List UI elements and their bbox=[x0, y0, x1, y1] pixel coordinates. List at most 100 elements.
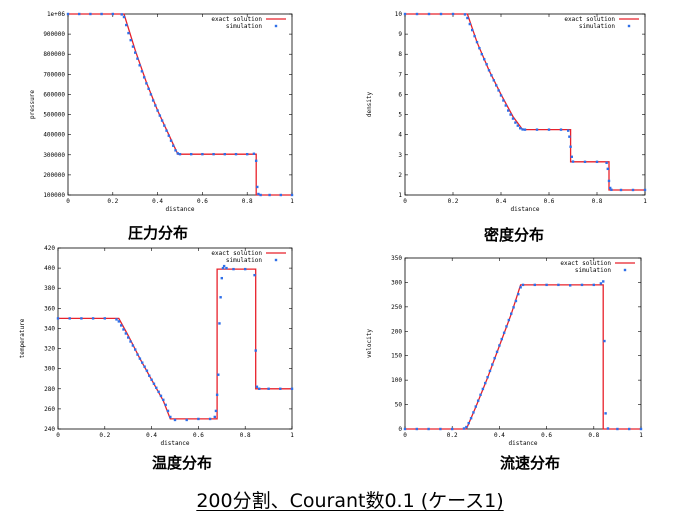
simulation-point bbox=[535, 128, 539, 131]
simulation-point bbox=[56, 317, 60, 320]
simulation-point bbox=[163, 124, 166, 127]
x-tick-label: 0.8 bbox=[240, 432, 251, 439]
simulation-point bbox=[279, 193, 282, 197]
simulation-point bbox=[254, 349, 257, 352]
y-tick-label: 2 bbox=[398, 172, 402, 179]
simulation-point bbox=[138, 64, 141, 67]
simulation-point bbox=[474, 405, 477, 408]
simulation-point bbox=[156, 109, 159, 112]
exact-solution-line bbox=[405, 13, 645, 191]
simulation-point bbox=[212, 152, 215, 156]
simulation-point bbox=[214, 409, 218, 413]
simulation-point bbox=[152, 382, 156, 385]
exact-solution-line bbox=[68, 13, 292, 196]
simulation-point bbox=[592, 283, 595, 287]
simulation-point bbox=[147, 87, 150, 91]
simulation-point bbox=[190, 152, 193, 156]
simulation-point bbox=[129, 38, 132, 42]
plot-frame bbox=[404, 257, 642, 430]
simulation-point bbox=[119, 324, 123, 327]
simulation-point bbox=[246, 152, 249, 156]
y-tick-label: 6 bbox=[398, 91, 402, 98]
simulation-point bbox=[521, 128, 524, 131]
simulation-point bbox=[483, 58, 486, 61]
y-tick-label: 300 bbox=[391, 279, 402, 286]
x-tick-label: 0.4 bbox=[152, 198, 163, 205]
simulation-point bbox=[403, 427, 407, 431]
y-tick-label: 340 bbox=[44, 325, 55, 332]
x-tick-label: 0 bbox=[403, 198, 407, 205]
y-tick-label: 420 bbox=[44, 245, 55, 252]
simulation-point bbox=[150, 378, 153, 381]
simulation-point bbox=[155, 386, 158, 389]
legend-label: simulation bbox=[575, 267, 612, 274]
simulation-point bbox=[583, 160, 587, 164]
simulation-point bbox=[511, 117, 515, 120]
simulation-point bbox=[167, 134, 170, 137]
velocity-chart: 0 0.2 0.4 0.6 0.8 1 0 50 100 150 200 250 300 350 dista… bbox=[366, 255, 643, 447]
x-axis-label: distance bbox=[161, 440, 190, 447]
simulation-point bbox=[169, 415, 172, 419]
simulation-point bbox=[164, 403, 167, 407]
simulation-point bbox=[225, 266, 228, 270]
simulation-point bbox=[605, 161, 608, 165]
legend-label: exact solution bbox=[211, 16, 262, 23]
x-tick-label: 0.2 bbox=[107, 198, 118, 205]
simulation-point bbox=[502, 99, 505, 102]
simulation-point bbox=[547, 128, 551, 131]
simulation-point bbox=[220, 276, 223, 280]
x-tick-label: 0.6 bbox=[193, 432, 204, 439]
legend-swatch-point bbox=[623, 268, 627, 272]
simulation-point bbox=[473, 34, 476, 38]
simulation-point bbox=[222, 264, 226, 268]
y-tick-label: 320 bbox=[44, 346, 55, 353]
simulation-point bbox=[201, 152, 204, 156]
y-tick-label: 250 bbox=[391, 304, 402, 311]
simulation-point bbox=[122, 15, 126, 19]
x-tick-label: 0.8 bbox=[242, 198, 253, 205]
legend-label: simulation bbox=[579, 23, 616, 30]
exact-solution-line bbox=[58, 268, 292, 420]
x-tick-label: 0.2 bbox=[448, 198, 459, 205]
simulation-point bbox=[616, 427, 619, 431]
velocity-caption: 流速分布 bbox=[500, 454, 561, 472]
y-tick-label: 5 bbox=[398, 112, 402, 119]
simulation-point bbox=[507, 109, 510, 112]
simulation-point bbox=[127, 31, 130, 35]
y-tick-label: 4 bbox=[398, 132, 402, 139]
legend-swatch-point bbox=[274, 24, 278, 28]
x-tick-label: 1 bbox=[290, 432, 294, 439]
simulation-point bbox=[232, 267, 235, 271]
simulation-point bbox=[604, 412, 607, 415]
simulation-point bbox=[451, 12, 455, 16]
simulation-point bbox=[244, 267, 247, 271]
simulation-point bbox=[476, 399, 480, 402]
simulation-point bbox=[462, 427, 466, 430]
simulation-point bbox=[495, 84, 498, 87]
y-tick-label: 500000 bbox=[43, 112, 65, 119]
simulation-point bbox=[490, 74, 493, 77]
y-axis-label: density bbox=[366, 91, 373, 117]
legend-label: exact solution bbox=[560, 260, 611, 267]
y-axis-label: temperature bbox=[19, 318, 26, 358]
simulation-point bbox=[80, 317, 83, 320]
y-tick-label: 10 bbox=[395, 11, 403, 18]
x-tick-label: 0.6 bbox=[197, 198, 208, 205]
simulation-point bbox=[631, 188, 635, 192]
simulation-point bbox=[415, 12, 419, 16]
simulation-point bbox=[607, 179, 611, 183]
simulation-point bbox=[143, 365, 146, 368]
y-tick-label: 150 bbox=[391, 353, 402, 360]
density-caption: 密度分布 bbox=[484, 226, 545, 244]
y-tick-label: 9 bbox=[398, 31, 402, 38]
simulation-point bbox=[606, 167, 609, 171]
simulation-point bbox=[465, 425, 468, 429]
simulation-point bbox=[151, 99, 155, 102]
simulation-point bbox=[599, 282, 603, 285]
plot-frame bbox=[57, 247, 293, 430]
simulation-point bbox=[154, 104, 157, 107]
simulation-point bbox=[571, 160, 575, 163]
simulation-point bbox=[516, 124, 519, 127]
x-tick-label: 0.4 bbox=[146, 432, 157, 439]
simulation-point bbox=[160, 119, 164, 122]
